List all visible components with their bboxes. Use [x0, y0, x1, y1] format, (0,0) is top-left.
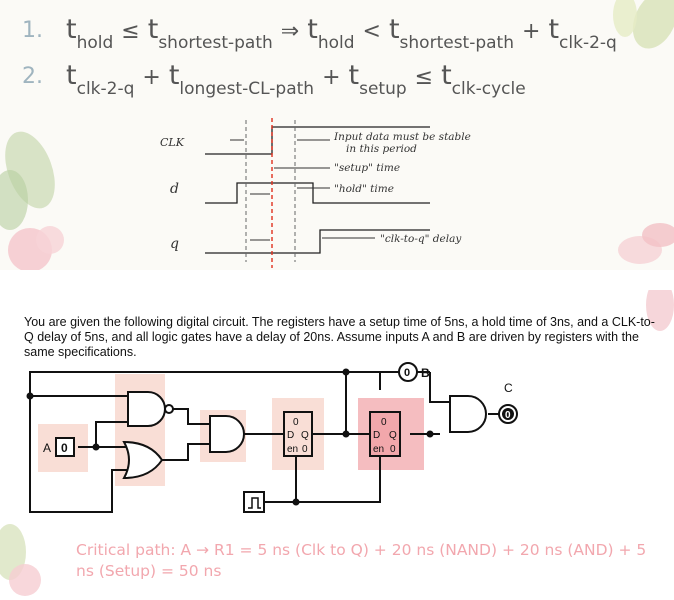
slide-decoration: [0, 290, 674, 596]
operator: ⇒: [280, 19, 300, 44]
wire: [429, 372, 450, 403]
time-subscript: setup: [359, 79, 407, 99]
circuit-slide: [0, 290, 674, 600]
output-b-value: 0: [404, 367, 410, 379]
output-c-inner: [502, 408, 514, 420]
time-symbol: t: [66, 14, 77, 45]
wire: [29, 396, 128, 513]
register-1-d: D: [287, 430, 294, 441]
equation-number: 2.: [22, 64, 43, 89]
wire-top-loop: [29, 371, 400, 396]
time-symbol: t: [441, 60, 452, 91]
nand-gate: [127, 391, 166, 427]
circuit-diagram: A 0 0 D Q en 0 0 D Q en 0 0 B C 0: [26, 362, 518, 513]
setup-annotation: "setup" time: [334, 162, 400, 174]
time-term: tlongest-CL-path: [169, 60, 314, 99]
register-2-out: 0: [390, 444, 396, 455]
register-2-q: Q: [389, 430, 397, 441]
and-gate: [209, 415, 245, 453]
time-term: tsetup: [349, 60, 407, 99]
junction: [292, 498, 300, 506]
time-term: thold: [66, 14, 113, 53]
time-subscript: shortest-path: [399, 33, 514, 53]
critical-path-text: Critical path: A → R1 = 5 ns (Clk to Q) …: [76, 541, 647, 580]
equation-number: 1.: [22, 18, 43, 43]
register-2-value: 0: [381, 417, 387, 428]
time-subscript: hold: [76, 33, 114, 53]
time-subscript: clk-cycle: [451, 79, 526, 99]
output-c-value: 0: [505, 410, 511, 421]
time-symbol: t: [66, 60, 77, 91]
d-waveform: [205, 182, 430, 204]
input-a-value: 0: [61, 441, 68, 455]
time-symbol: t: [147, 14, 159, 45]
junction: [426, 430, 434, 438]
q-waveform: [205, 229, 430, 254]
equation-body: thold ≤ tshortest-path ⇒ thold < tshortest-pat…: [66, 14, 617, 53]
register-2-en: en: [373, 444, 384, 455]
timing-diagram: CLK d q Input data must be stable in thi…: [160, 118, 471, 268]
time-symbol: t: [168, 60, 180, 91]
clock-source[interactable]: [243, 491, 265, 513]
time-subscript: hold: [317, 33, 355, 53]
operator: +: [322, 65, 341, 90]
time-term: tclk-cycle: [441, 60, 526, 99]
time-subscript: shortest-path: [158, 33, 273, 53]
or-gate: [122, 440, 164, 480]
operator: ≤: [414, 65, 434, 90]
register-1-value: 0: [293, 417, 299, 428]
clock-wire: [295, 454, 381, 503]
hold-annotation: "hold" time: [334, 183, 394, 195]
register-1: [283, 411, 313, 457]
time-term: tshortest-path: [389, 14, 514, 53]
time-subscript: longest-CL-path: [179, 79, 315, 99]
clk-to-q-annotation: "clk-to-q" delay: [380, 233, 462, 245]
input-a-box[interactable]: [55, 437, 75, 457]
d-signal-label: d: [170, 181, 179, 197]
time-term: tclk-2-q: [66, 60, 134, 99]
wire: [78, 421, 128, 448]
time-symbol: t: [307, 14, 318, 45]
equation-body: tclk-2-q + tlongest-CL-path + tsetup ≤ tclk-cy…: [66, 60, 526, 99]
time-symbol: t: [548, 14, 560, 45]
q-signal-label: q: [170, 236, 179, 252]
wire: [172, 408, 210, 425]
operator: ≤: [121, 19, 140, 44]
operator: +: [522, 19, 541, 44]
time-symbol: t: [348, 60, 360, 91]
timing-slide: 1. thold ≤ tshortest-path ⇒ thold < tshortest-…: [0, 0, 674, 270]
operator: <: [362, 19, 381, 44]
wire: [160, 443, 210, 461]
output-b-probe: [398, 362, 418, 382]
register-1-q: Q: [301, 430, 309, 441]
input-a-label: A: [43, 441, 51, 455]
register-2: [369, 411, 401, 457]
junction: [26, 392, 34, 400]
junction: [342, 368, 350, 376]
time-symbol: t: [388, 14, 400, 45]
stable-annotation: Input data must be stable: [333, 131, 471, 143]
output-c-label: C: [504, 381, 513, 395]
clk-signal-label: CLK: [160, 136, 185, 149]
nand-bubble: [164, 404, 174, 414]
junction: [342, 430, 350, 438]
problem-statement: You are given the following digital circ…: [24, 314, 655, 359]
time-subscript: clk-2-q: [559, 33, 617, 53]
clock-icon: [248, 497, 261, 509]
time-subscript: clk-2-q: [76, 79, 135, 99]
register-1-out: 0: [302, 444, 308, 455]
operator: +: [142, 65, 161, 90]
register-2-d: D: [373, 430, 380, 441]
time-term: tclk-2-q: [548, 14, 616, 53]
output-b-label: B: [421, 366, 430, 380]
time-term: tshortest-path: [148, 14, 273, 53]
junction: [92, 443, 100, 451]
output-and-gate: [449, 395, 487, 433]
time-term: thold: [307, 14, 354, 53]
stable-annotation-line2: in this period: [346, 143, 417, 155]
floral-decoration: [0, 0, 674, 270]
register-1-en: en: [287, 444, 298, 455]
